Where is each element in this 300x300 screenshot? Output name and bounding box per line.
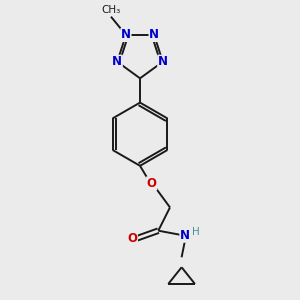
Text: N: N	[158, 55, 168, 68]
Text: N: N	[112, 55, 122, 68]
Text: N: N	[180, 229, 190, 242]
Text: N: N	[149, 28, 159, 41]
Text: H: H	[192, 227, 200, 237]
Text: O: O	[147, 177, 157, 190]
Text: CH₃: CH₃	[101, 5, 121, 15]
Text: N: N	[121, 28, 131, 41]
Text: O: O	[128, 232, 137, 245]
